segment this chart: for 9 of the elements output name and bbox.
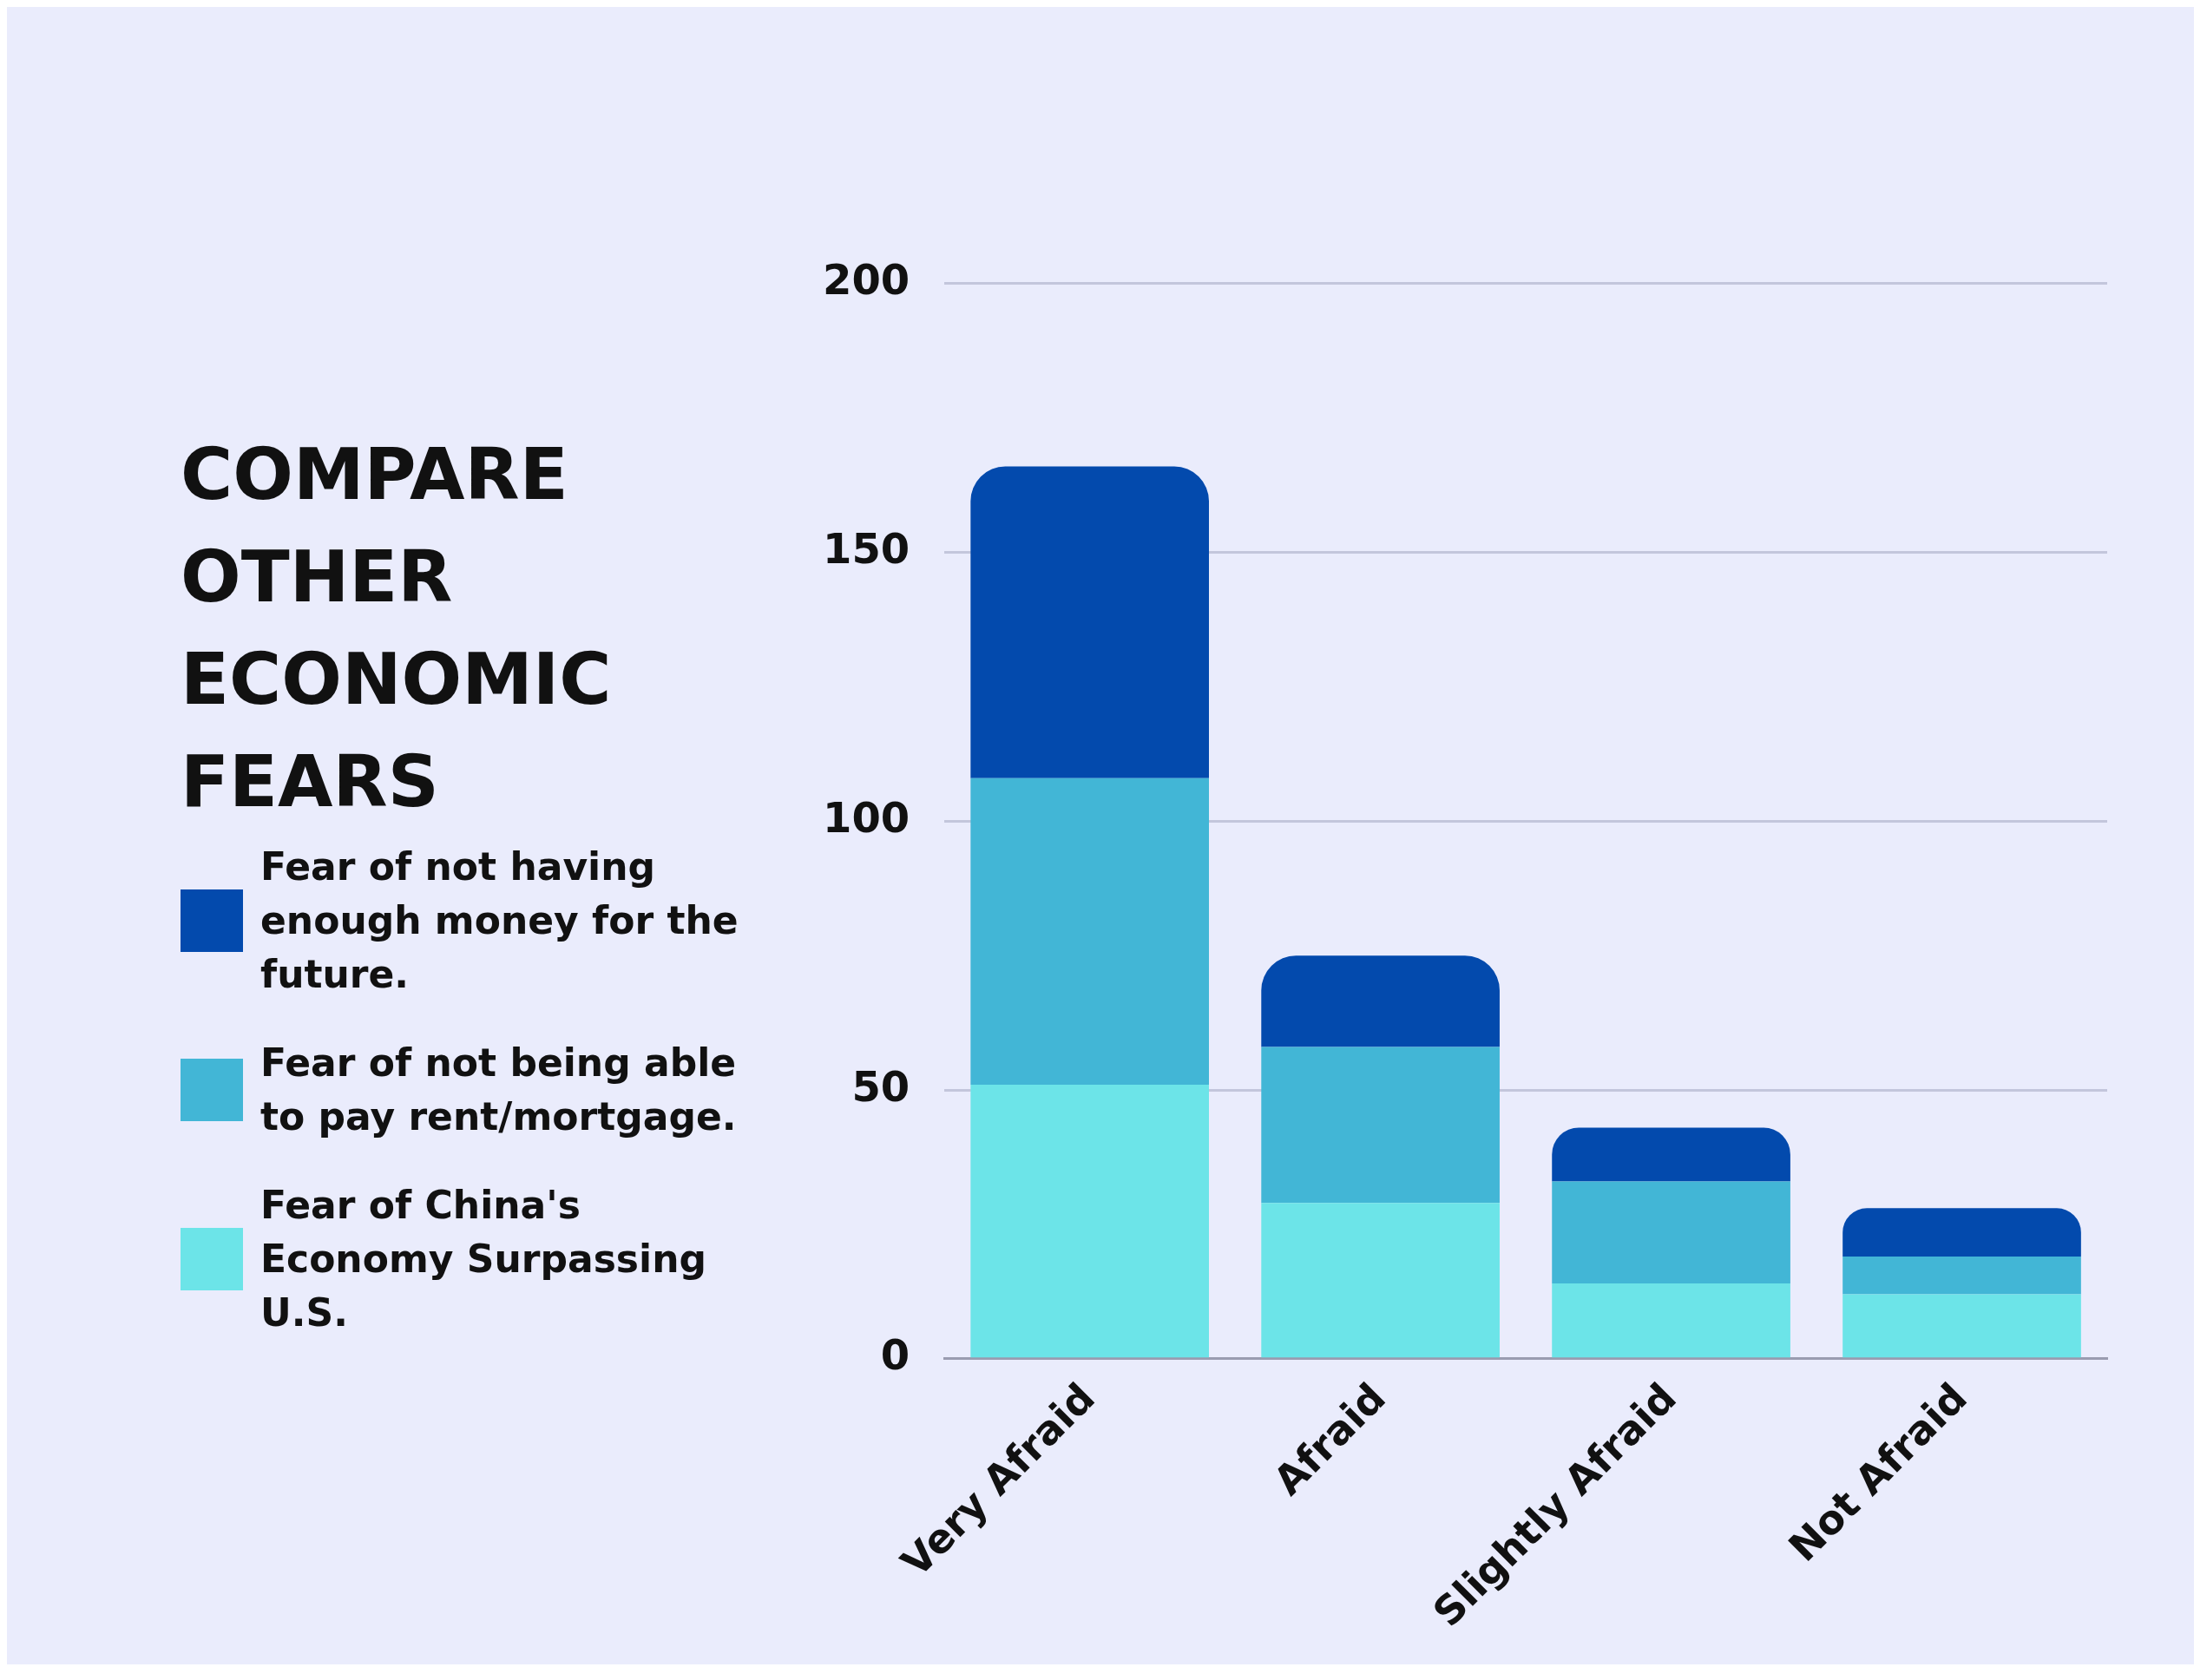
y-tick-label: 0 (880, 1330, 910, 1380)
y-tick-label: 200 (822, 255, 910, 305)
text: COMPARE OTHER ECONOMIC FEARS (181, 432, 613, 824)
y-tick-label: 50 (851, 1061, 910, 1111)
legend-label: Fear of not having enough money for the future. (260, 843, 739, 998)
y-tick-label: 100 (822, 792, 910, 842)
legend-label: Fear of China's Economy Surpassing U.S. (260, 1182, 707, 1336)
legend-label: Fear of not being able to pay rent/mortgage. (260, 1040, 738, 1140)
y-tick-label: 150 (822, 524, 910, 574)
